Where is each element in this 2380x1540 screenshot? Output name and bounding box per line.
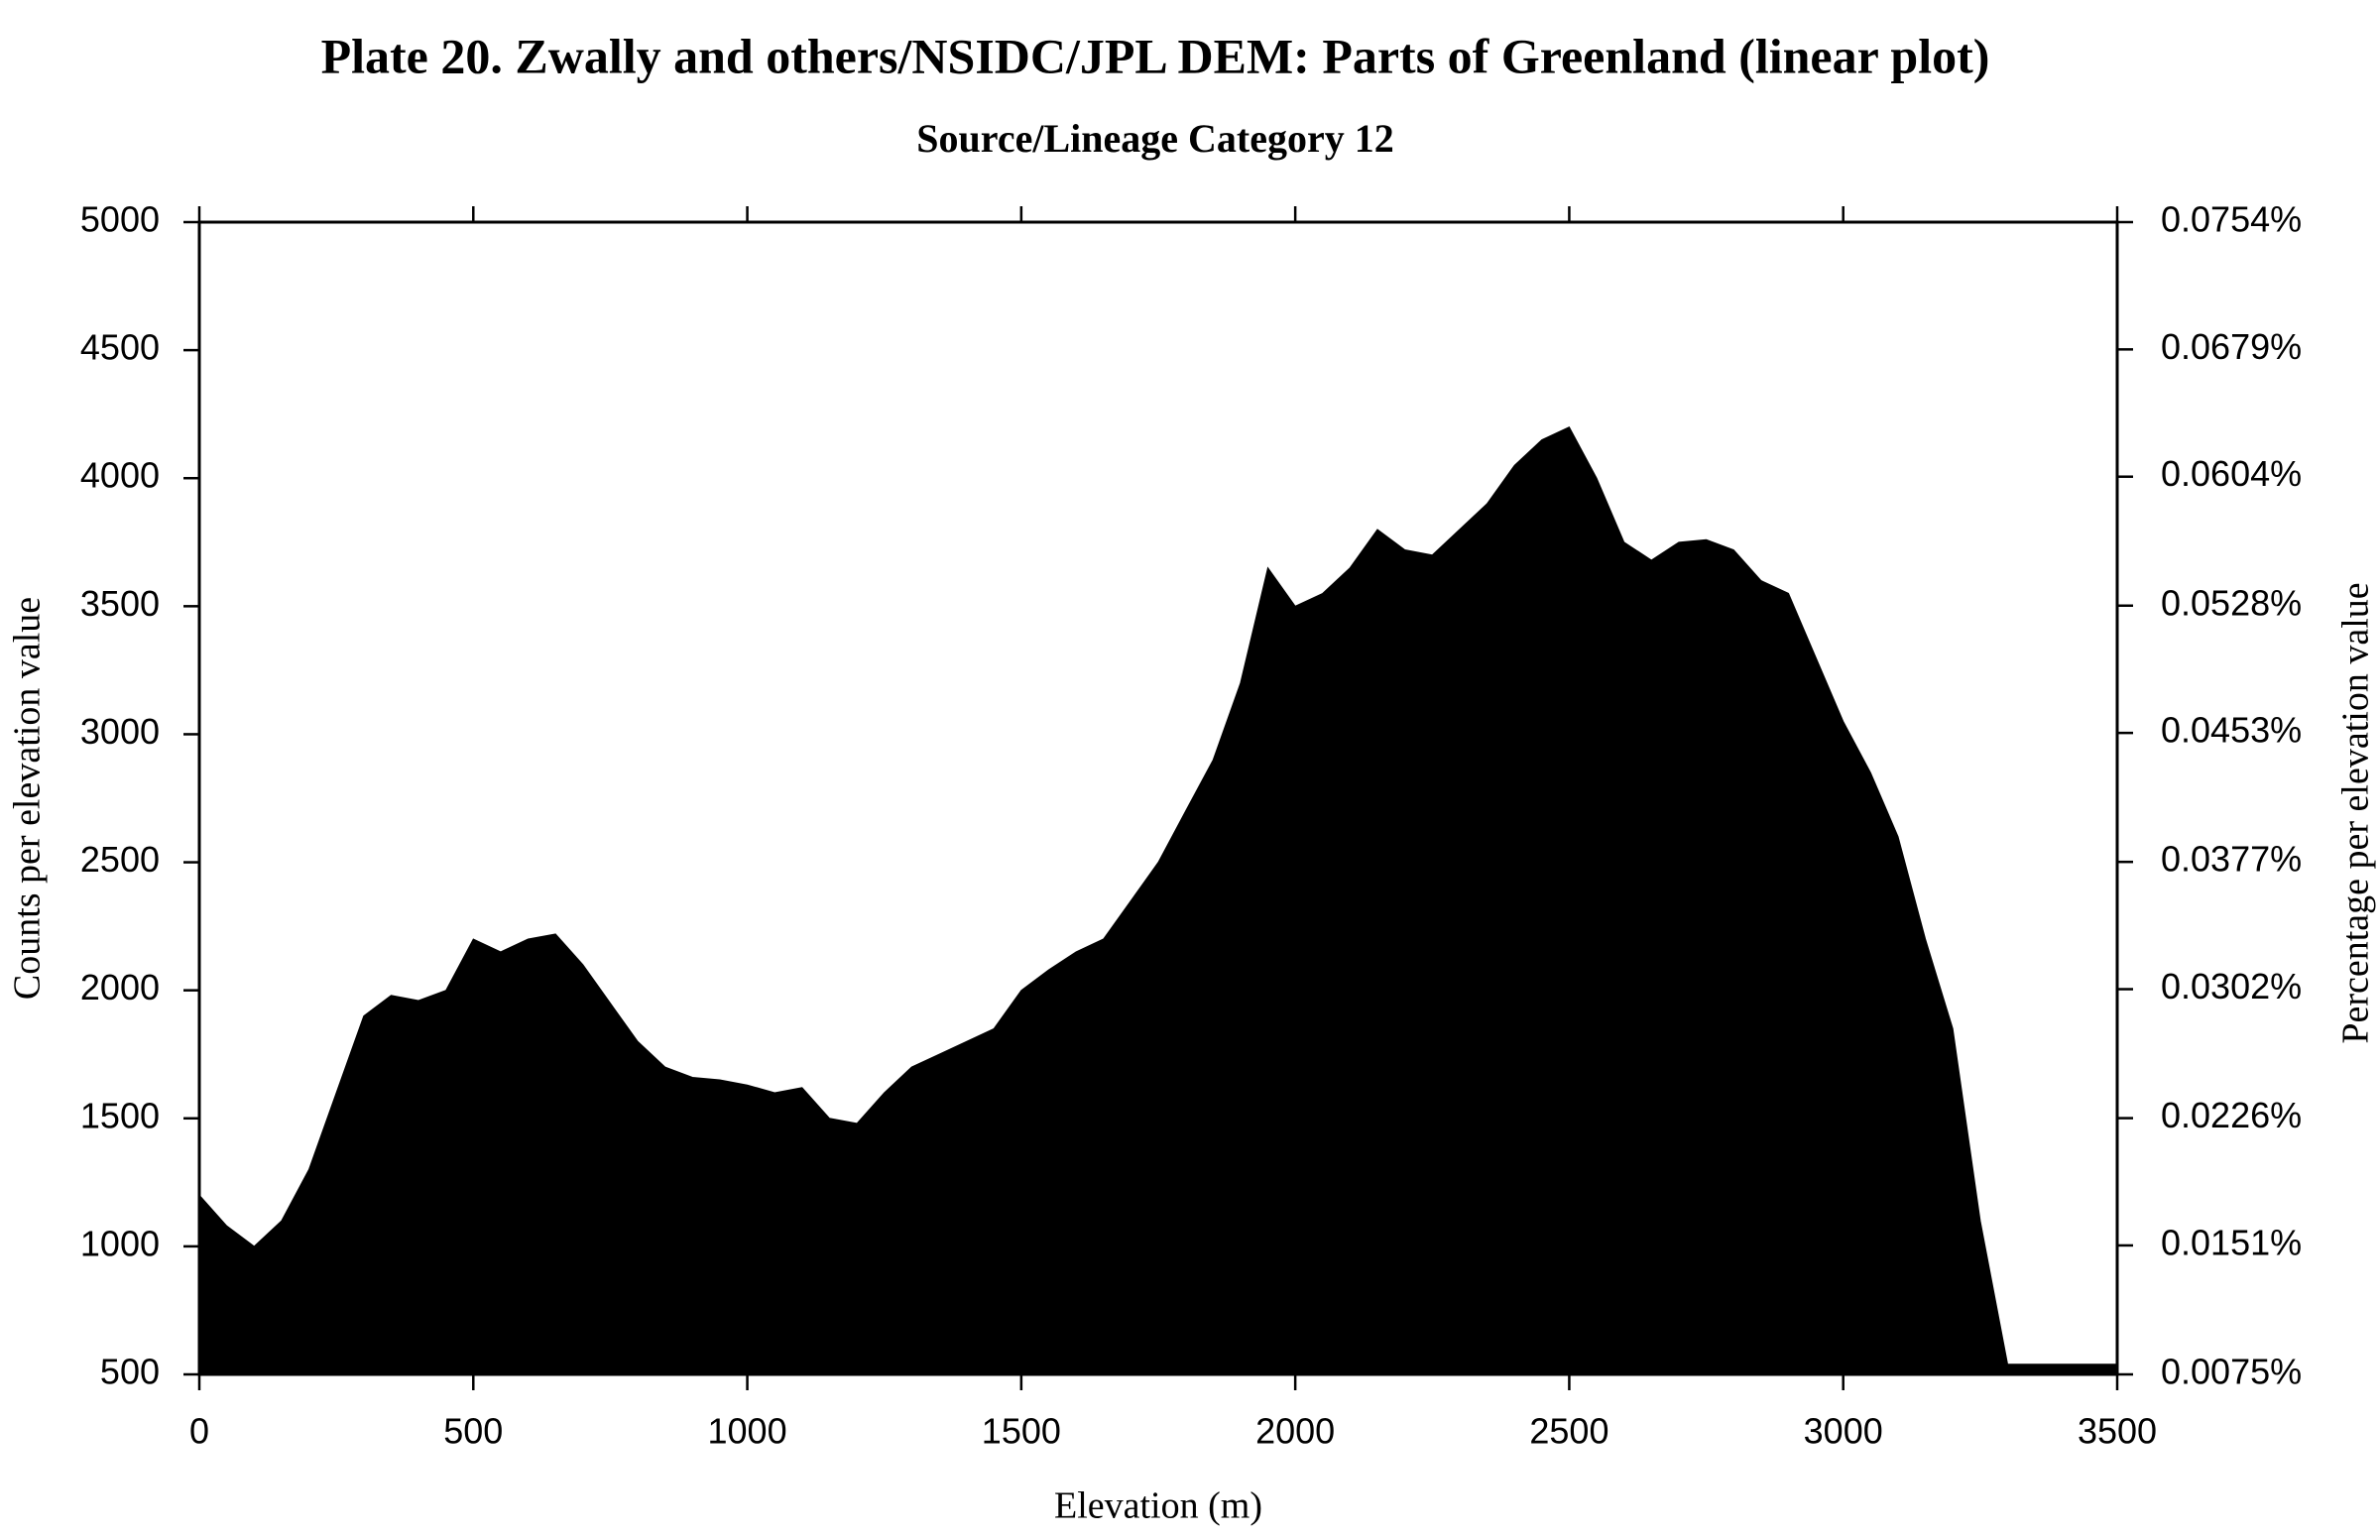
x-axis-label: Elevation (m)	[1054, 1485, 1262, 1527]
x-tick-label: 1500	[982, 1411, 1061, 1452]
x-tick-label: 3000	[1804, 1411, 1883, 1452]
y2-tick-label: 0.0453%	[2161, 710, 2302, 751]
y-axis-label: Counts per elevation value	[7, 597, 49, 1000]
y-tick-label: 4500	[80, 327, 160, 368]
y-tick-label: 3500	[80, 583, 160, 624]
x-tick-label: 2000	[1255, 1411, 1335, 1452]
x-tick-label: 0	[189, 1411, 209, 1452]
y2-tick-label: 0.0075%	[2161, 1352, 2302, 1392]
y-tick-label: 2500	[80, 839, 160, 880]
area	[198, 425, 2118, 1375]
y2-tick-label: 0.0604%	[2161, 453, 2302, 494]
x-tick-label: 2500	[1529, 1411, 1608, 1452]
y2-tick-label: 0.0151%	[2161, 1222, 2302, 1262]
y-tick-label: 1500	[80, 1095, 160, 1135]
y2-axis-label: Percentage per elevation value	[2335, 582, 2377, 1043]
y2-tick-label: 0.0377%	[2161, 839, 2302, 880]
y2-tick-label: 0.0226%	[2161, 1095, 2302, 1135]
y2-tick-label: 0.0754%	[2161, 199, 2302, 240]
y-tick-label: 500	[100, 1352, 160, 1392]
y2-tick-label: 0.0679%	[2161, 326, 2302, 367]
y2-tick-label: 0.0302%	[2161, 966, 2302, 1007]
y-tick-label: 2000	[80, 967, 160, 1007]
x-tick-label: 1000	[708, 1411, 787, 1452]
chart-subtitle: Source/Lineage Category 12	[916, 116, 1393, 161]
y-tick-label: 4000	[80, 455, 160, 496]
x-tick-label: 500	[443, 1411, 503, 1452]
x-tick-label: 3500	[2078, 1411, 2157, 1452]
y2-tick-label: 0.0528%	[2161, 582, 2302, 623]
plot-frame	[197, 220, 2119, 1376]
y-tick-label: 1000	[80, 1223, 160, 1263]
y-tick-label: 3000	[80, 711, 160, 752]
y-tick-label: 5000	[80, 199, 160, 240]
chart-title: Plate 20. Zwally and others/NSIDC/JPL DE…	[321, 28, 1990, 83]
